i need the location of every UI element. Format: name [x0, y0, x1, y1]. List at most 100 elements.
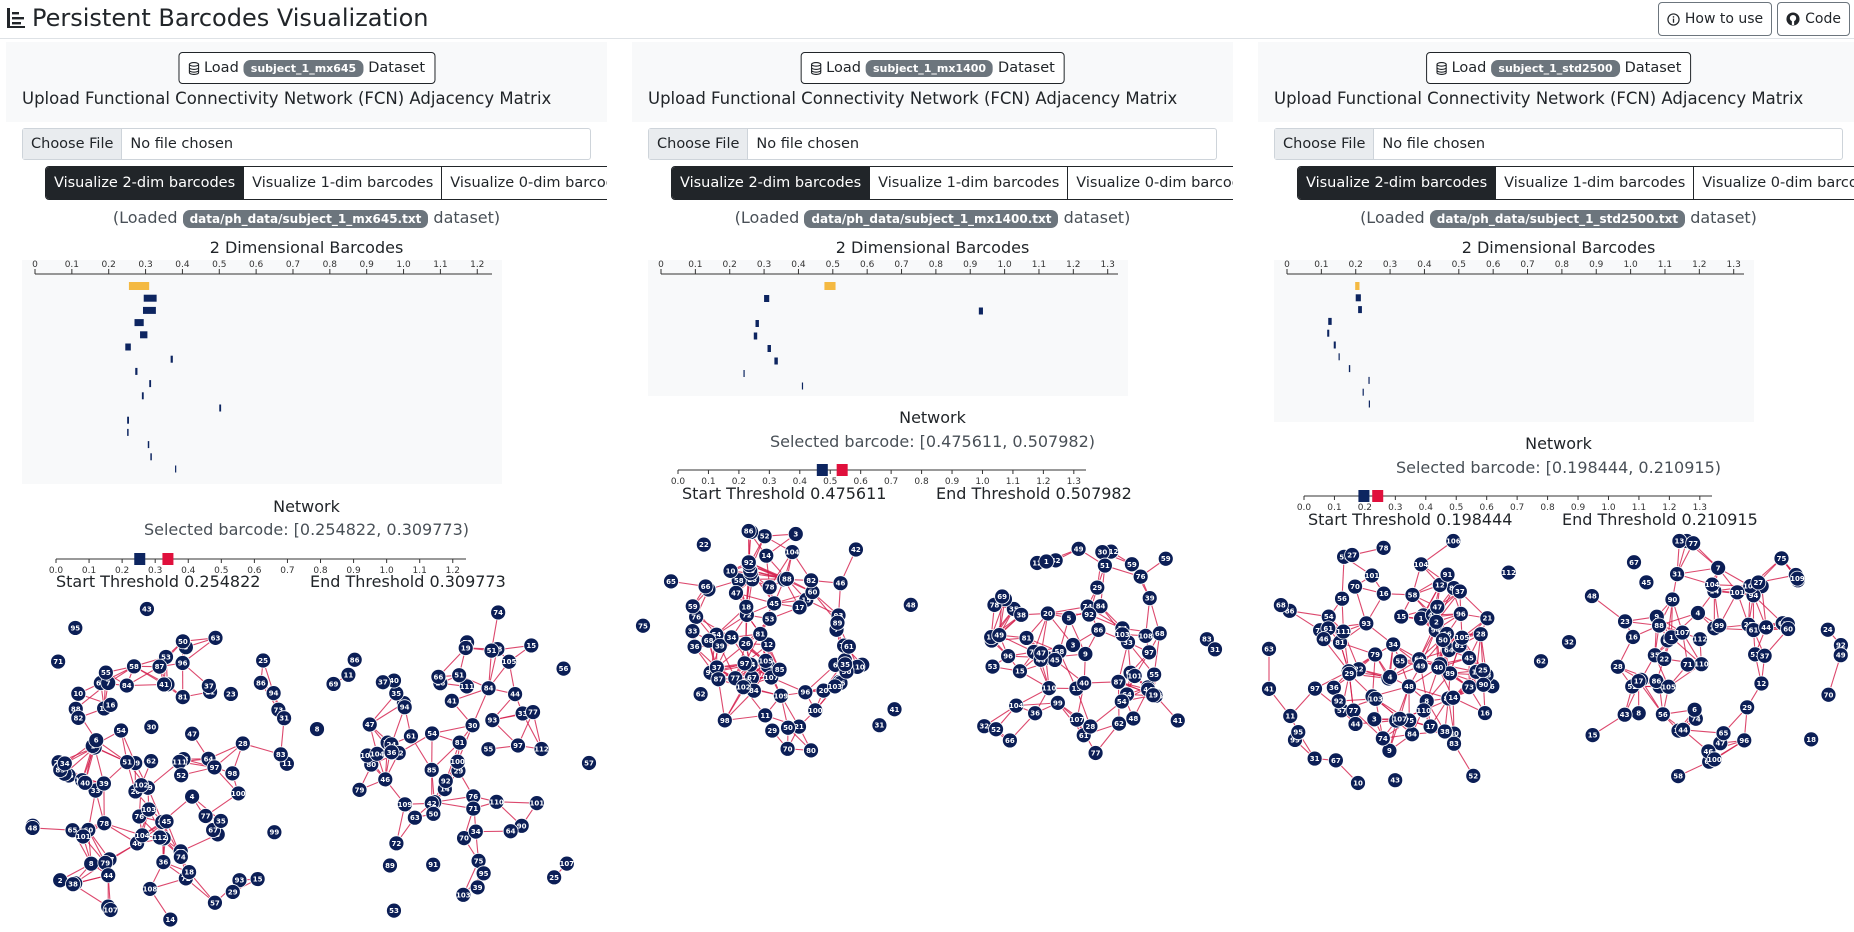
end-handle: [836, 464, 848, 476]
network-node: 105: [501, 653, 517, 670]
node-circle: [1344, 547, 1360, 563]
visualize-1dim-button[interactable]: Visualize 1-dim barcodes: [243, 167, 441, 199]
barcode-bar: [801, 382, 804, 390]
choose-file-button[interactable]: Choose File: [649, 129, 749, 159]
dataset-panel-3: Load subject_1_std2500 Dataset Upload Fu…: [1258, 42, 1854, 932]
node-circle: [780, 719, 796, 736]
network-graph-start[interactable]: 2599862711512569727458571110787524439622…: [8, 600, 298, 932]
node-label: 40: [389, 677, 399, 685]
network-graph-end[interactable]: 2586565711747233156910765893447570632919…: [308, 600, 598, 932]
load-dataset-button[interactable]: Load subject_1_mx1400 Dataset: [800, 52, 1065, 84]
visualize-0dim-button[interactable]: Visualize 0-dim barcodes: [1067, 167, 1233, 199]
node-circle: [212, 813, 229, 829]
file-input[interactable]: Choose File No file chosen: [22, 128, 591, 160]
node-label: 9: [1654, 613, 1659, 621]
node-circle: [684, 623, 701, 639]
node-label: 36: [1329, 684, 1339, 692]
load-label: Load: [1451, 60, 1487, 76]
node-label: 61: [1079, 732, 1089, 740]
network-graph-start[interactable]: 3199865211106546715178251888593121648261…: [1260, 532, 1550, 792]
dimension-button-group: Visualize 2-dim barcodes Visualize 1-dim…: [671, 166, 1233, 200]
node-circle: [1096, 557, 1113, 574]
node-label: 101: [76, 833, 91, 841]
visualize-0dim-button[interactable]: Visualize 0-dim barcodes: [1693, 167, 1854, 199]
start-handle: [1358, 490, 1370, 502]
visualize-1dim-button[interactable]: Visualize 1-dim barcodes: [869, 167, 1067, 199]
node-label: 102: [134, 782, 149, 790]
slider-tick-label: 0.1: [1327, 503, 1341, 513]
barcode-bar: [764, 295, 770, 302]
node-circle: [1465, 767, 1482, 784]
axis-tick-label: 0.3: [757, 260, 771, 270]
loaded-dataset-text: (Loaded data/ph_data/subject_1_mx1400.tx…: [632, 208, 1233, 228]
node-circle: [1609, 658, 1626, 675]
node-circle: [139, 601, 155, 617]
node-label: 49: [1074, 545, 1084, 553]
node-label: 110: [1416, 707, 1431, 715]
threshold-slider[interactable]: 0.0 0.1 0.2 0.3 0.4 0.5 0.6 0.7 0.8 0.9 1.0 1.1 1.2 1…: [1294, 483, 1732, 513]
network-graph-end[interactable]: 8331325952773549913363122361559676566287…: [934, 522, 1224, 762]
choose-file-button[interactable]: Choose File: [23, 129, 123, 159]
network-node: 67: [1626, 554, 1642, 571]
node-circle: [1780, 621, 1796, 637]
dataset-panel-2: Load subject_1_mx1400 Dataset Upload Fun…: [632, 42, 1233, 932]
visualize-2dim-button[interactable]: Visualize 2-dim barcodes: [1298, 167, 1496, 199]
network-node: 104: [1704, 576, 1721, 593]
network-node: 59: [1124, 556, 1140, 573]
network-node: 51: [483, 642, 500, 659]
visualize-0dim-button[interactable]: Visualize 0-dim barcodes: [441, 167, 607, 199]
node-label: 92: [744, 559, 754, 567]
node-label: 10: [73, 690, 83, 698]
visualize-2dim-button[interactable]: Visualize 2-dim barcodes: [46, 167, 244, 199]
node-label: 10: [1353, 780, 1363, 788]
start-threshold: Start Threshold 0.254822: [56, 572, 260, 591]
node-circle: [181, 864, 197, 881]
node-circle: [1675, 721, 1691, 738]
network-node: 87: [710, 671, 727, 688]
barcode-bar: [219, 404, 222, 412]
network-node: 61: [840, 638, 857, 655]
node-circle: [761, 579, 778, 596]
load-label: Load: [826, 60, 861, 76]
code-button[interactable]: Code: [1777, 2, 1850, 36]
network-node: 110: [1693, 656, 1710, 673]
node-circle: [697, 578, 714, 595]
node-circle: [1364, 567, 1380, 584]
network-node: 77: [1345, 702, 1362, 719]
node-circle: [1375, 585, 1392, 602]
node-label: 50: [428, 810, 438, 818]
network-node: 4: [1690, 605, 1706, 621]
node-label: 75: [474, 857, 484, 865]
network-graph-start[interactable]: 3152703758072157412236297378196547757955…: [634, 522, 924, 762]
how-to-use-button[interactable]: How to use: [1657, 2, 1773, 36]
end-threshold-label: End Threshold: [310, 572, 425, 591]
file-input[interactable]: Choose File No file chosen: [1274, 128, 1843, 160]
node-label: 18: [741, 603, 751, 611]
network-graph-end[interactable]: 8215751118671466286910122374173135658259…: [1560, 532, 1850, 792]
node-circle: [1114, 626, 1131, 643]
node-label: 62: [1114, 720, 1124, 728]
visualize-1dim-button[interactable]: Visualize 1-dim barcodes: [1495, 167, 1693, 199]
start-handle: [134, 553, 146, 565]
node-label: 23: [226, 690, 236, 698]
node-circle: [581, 755, 597, 771]
node-label: 65: [68, 827, 78, 835]
threshold-slider[interactable]: 0.0 0.1 0.2 0.3 0.4 0.5 0.6 0.7 0.8 0.9 1.0 1.1 1.2 1…: [668, 457, 1106, 487]
node-label: 3: [793, 531, 798, 539]
file-input[interactable]: Choose File No file chosen: [648, 128, 1217, 160]
network-node: 82: [803, 572, 820, 589]
network-node: 66: [697, 578, 714, 595]
node-circle: [1125, 710, 1142, 727]
node-label: 37: [204, 682, 214, 690]
node-circle: [1451, 583, 1468, 600]
network-node: 8: [1630, 705, 1647, 722]
load-dataset-button[interactable]: Load subject_1_mx645 Dataset: [177, 52, 436, 84]
node-label: 57: [210, 899, 220, 907]
choose-file-button[interactable]: Choose File: [1275, 129, 1375, 159]
node-label: 51: [487, 647, 497, 655]
visualize-2dim-button[interactable]: Visualize 2-dim barcodes: [672, 167, 870, 199]
threshold-slider[interactable]: 0.0 0.1 0.2 0.3 0.4 0.5 0.6 0.7 0.8 0.9 1.0 1.1 1.2: [46, 546, 486, 576]
load-dataset-button[interactable]: Load subject_1_std2500 Dataset: [1425, 52, 1692, 84]
node-circle: [1367, 690, 1384, 707]
network-node: 56: [1334, 590, 1350, 607]
